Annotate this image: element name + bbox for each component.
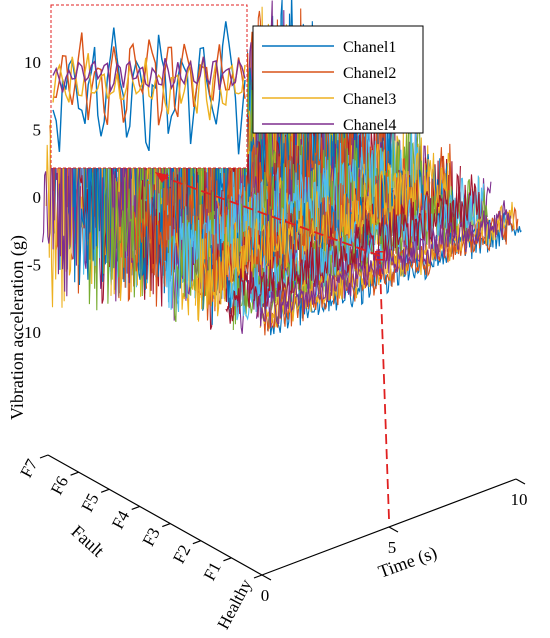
- legend: Chanel1 Chanel2 Chanel3 Chanel4: [252, 25, 424, 134]
- vibration-axis-ticks: 10 5 0 -5 -10: [18, 53, 41, 342]
- legend-label: Chanel1: [343, 39, 396, 56]
- legend-label: Chanel2: [343, 65, 396, 82]
- fault-tick-label: F7: [16, 456, 41, 481]
- vibration-tick-label: 0: [33, 188, 42, 207]
- signal-trace: [229, 175, 485, 321]
- fault-tick-label: F1: [200, 559, 225, 584]
- time-tick-mark: [515, 478, 526, 485]
- time-tick-label: 5: [388, 538, 397, 557]
- zoom-guide-vertical: [378, 261, 390, 520]
- fault-tick-mark: [70, 471, 79, 476]
- fault-tick-label: F4: [108, 507, 133, 532]
- inset-trace: [52, 32, 246, 126]
- legend-box: [252, 25, 424, 134]
- inset-traces: [52, 21, 246, 155]
- zoom-guide-arrow: [162, 176, 381, 257]
- fault-axis-title: Fault: [67, 521, 108, 561]
- time-tick-label: 10: [511, 490, 528, 509]
- fault-tick-label: F3: [139, 525, 164, 550]
- fault-tick-label: F5: [77, 490, 102, 515]
- zoom-annotation: [155, 172, 390, 520]
- time-tick-label: 0: [261, 586, 270, 605]
- vibration-axis-title: Vibration acceleration (g): [7, 235, 28, 420]
- vibration-tick-label: 10: [24, 53, 41, 72]
- time-axis-title: Time (s): [376, 542, 440, 583]
- fault-tick-mark: [131, 505, 140, 510]
- inset-zoom-plot: [50, 4, 248, 169]
- signal-trace: [255, 200, 512, 329]
- fault-tick-label: F6: [47, 473, 72, 498]
- fault-tick-mark: [100, 488, 110, 493]
- zoom-region-marker: [375, 251, 385, 261]
- fault-tick-mark: [192, 540, 202, 545]
- fault-axis-line: [47, 454, 263, 576]
- legend-label: Chanel4: [343, 117, 396, 134]
- fault-tick-mark: [223, 557, 232, 562]
- time-tick-mark: [388, 526, 399, 533]
- fault-tick-label: F2: [169, 542, 194, 567]
- vibration-tick-label: 5: [33, 121, 42, 140]
- time-tick-mark: [261, 574, 272, 581]
- legend-items: Chanel1 Chanel2 Chanel3 Chanel4: [262, 39, 396, 134]
- fault-tick-mark: [253, 574, 263, 579]
- fault-tick-label: Healthy: [213, 576, 255, 633]
- zoom-arrow-head: [155, 172, 169, 183]
- signal-trace: [194, 152, 450, 322]
- inset-trace: [52, 53, 246, 121]
- inset-trace: [52, 56, 246, 94]
- vibration-tick-label: -5: [27, 256, 41, 275]
- fault-tick-mark: [39, 454, 49, 459]
- time-axis-ticks: 0 5 10: [261, 478, 528, 605]
- inset-trace: [52, 21, 246, 155]
- legend-label: Chanel3: [343, 91, 396, 108]
- vibration-tick-label: -10: [18, 323, 41, 342]
- fault-tick-mark: [162, 523, 171, 528]
